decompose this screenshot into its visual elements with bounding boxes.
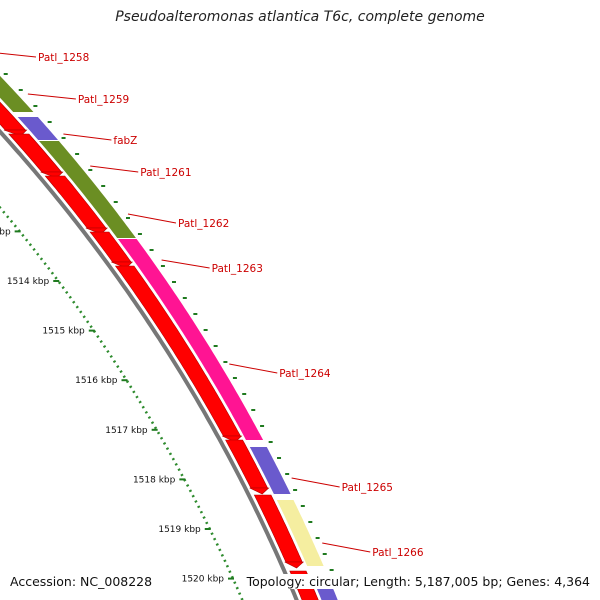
ruler-dotted-line [0, 205, 244, 600]
gene-label-leader [90, 165, 139, 173]
gene-block [118, 239, 264, 440]
gene-label: Patl_1258 [38, 52, 89, 64]
cds-block [114, 265, 242, 437]
accession-label: Accession: [10, 574, 77, 589]
gene-label-leader [322, 542, 371, 553]
gene-block [0, 75, 34, 112]
gene-label-leader [63, 133, 112, 141]
gene-track [0, 73, 341, 600]
gene-label: Patl_1262 [178, 218, 229, 230]
gene-labels: Patl_1258 Patl_1259 fabZ Patl_1261 Patl_1262… [0, 52, 424, 559]
cds-arrow-tip [249, 487, 270, 495]
topology-value: circular [309, 574, 356, 589]
gene-block [17, 117, 58, 140]
genes-label: Genes: [506, 574, 551, 589]
gene-label: Patl_1266 [372, 547, 424, 559]
gene-label: Patl_1265 [342, 482, 393, 494]
backbone-line [0, 128, 299, 600]
gene-block [249, 447, 291, 494]
accession-line: Accession: NC_008228 [8, 574, 155, 589]
ruler-tick-label: 1519 kbp [158, 525, 201, 535]
gene-label: fabZ [113, 135, 137, 147]
map-title: Pseudoalteromonas atlantica T6c, complet… [115, 9, 485, 25]
accession-value: NC_008228 [80, 574, 153, 589]
gene-label-leader [229, 363, 278, 374]
summary-line: Topology: circular; Length: 5,187,005 bp… [244, 574, 592, 589]
ruler-tick-label: 1514 kbp [7, 277, 50, 287]
ruler-tick-label: 1520 kbp [182, 575, 225, 585]
gene-label: Patl_1259 [78, 94, 129, 106]
ruler-tick-label: 1513 kbp [0, 227, 11, 237]
cds-arrow-tip [284, 561, 305, 569]
gene-block [276, 500, 324, 566]
ruler: 1509 kbp1510 kbp1511 kbp1512 kbp1513 kbp… [0, 205, 244, 600]
ruler-tick-label: 1518 kbp [133, 475, 176, 485]
cds-track [0, 101, 319, 600]
gene-label: Patl_1264 [279, 368, 331, 380]
gene-label-leader [0, 52, 37, 58]
ruler-tick-label: 1515 kbp [42, 327, 85, 337]
gene-block [39, 141, 136, 238]
gene-label-leader [127, 213, 177, 224]
length-label: Length: [363, 574, 411, 589]
backbone [0, 128, 299, 600]
topology-label: Topology: [246, 574, 306, 589]
length-value: 5,187,005 bp [414, 574, 499, 589]
genes-value: 4,364 [554, 574, 590, 589]
ruler-tick-label: 1516 kbp [75, 376, 118, 386]
ruler-tick-label: 1517 kbp [105, 426, 148, 436]
gene-label-leader [27, 93, 76, 100]
gene-label-leader [161, 259, 210, 269]
gene-label: Patl_1263 [212, 263, 263, 275]
gene-label: Patl_1261 [140, 167, 191, 179]
gene-label-leader [291, 477, 340, 488]
